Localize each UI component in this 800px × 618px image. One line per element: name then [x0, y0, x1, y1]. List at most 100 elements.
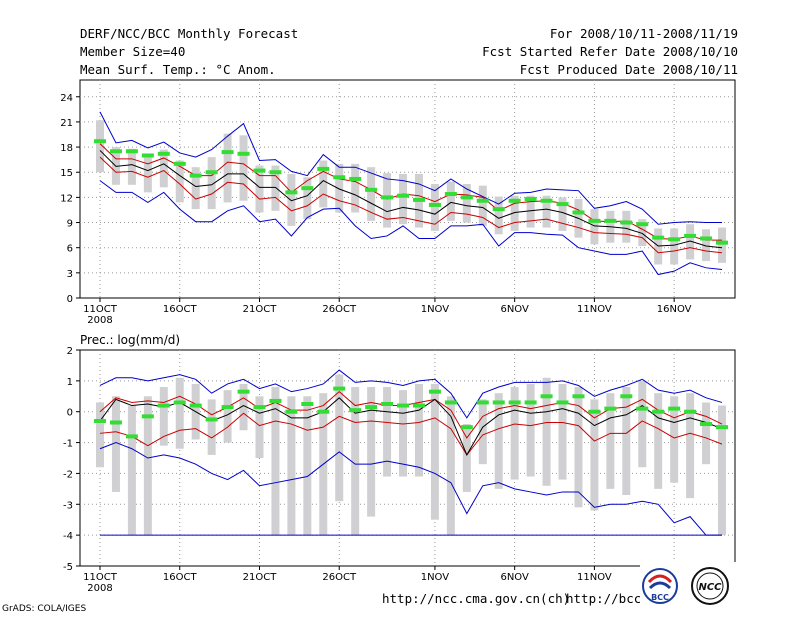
observed-mark — [269, 398, 282, 403]
spread-box — [351, 163, 360, 213]
observed-mark — [620, 220, 633, 225]
spread-box — [430, 183, 439, 231]
spread-box — [558, 197, 567, 231]
spread-box — [670, 396, 679, 483]
spread-box — [383, 173, 392, 228]
forecast-start-date: Fcst Started Refer Date 2008/10/10 — [482, 44, 738, 59]
upper-line — [99, 143, 722, 241]
spread-box — [399, 173, 408, 225]
bcc-url[interactable]: http://bcc.c — [566, 591, 657, 606]
observed-mark — [285, 409, 298, 414]
observed-mark — [460, 425, 473, 430]
spread-box — [622, 210, 631, 243]
observed-mark — [444, 192, 457, 197]
year-label: 2008 — [87, 583, 112, 594]
precip-title: Prec.: log(mm/d) — [80, 333, 180, 347]
observed-mark — [684, 409, 697, 414]
spread-box — [414, 383, 423, 477]
spread-box — [574, 387, 583, 508]
spread-box — [319, 160, 328, 208]
y-tick-label: -3 — [63, 500, 73, 511]
y-tick-label: 21 — [60, 118, 73, 129]
observed-mark — [349, 408, 362, 413]
observed-mark — [109, 149, 122, 154]
observed-mark — [317, 409, 330, 414]
spread-box — [223, 390, 232, 443]
observed-mark — [716, 425, 728, 430]
spread-box — [478, 399, 487, 465]
observed-mark — [636, 222, 649, 227]
x-tick-label: 16NOV — [657, 304, 692, 315]
y-tick-label: 24 — [60, 93, 73, 104]
observed-mark — [476, 198, 489, 203]
x-tick-label: 26OCT — [322, 304, 357, 315]
y-tick-label: 1 — [67, 377, 73, 388]
observed-mark — [684, 233, 697, 238]
spread-box — [494, 393, 503, 489]
observed-mark — [652, 235, 665, 240]
ncc-url[interactable]: http://ncc.cma.gov.cn(ch) — [382, 591, 571, 606]
observed-mark — [157, 403, 170, 408]
observed-mark — [588, 218, 601, 223]
spread-box — [686, 224, 695, 260]
observed-mark — [412, 403, 425, 408]
spread-box — [718, 405, 726, 536]
observed-mark — [508, 400, 521, 405]
spread-box — [590, 399, 599, 511]
observed-mark — [636, 406, 649, 411]
spread-box — [287, 396, 296, 536]
ensemble-mean-line — [99, 150, 723, 249]
plot-frame — [79, 349, 736, 567]
observed-mark — [700, 422, 713, 427]
observed-mark — [237, 151, 250, 156]
spread-box — [96, 120, 104, 173]
variable-label: Mean Surf. Temp.: °C Anom. — [80, 62, 276, 77]
max-line — [99, 369, 723, 419]
x-tick-label: 26OCT — [322, 572, 357, 583]
spread-box — [367, 387, 376, 517]
spread-box — [175, 377, 184, 449]
spread-box — [303, 396, 312, 536]
observed-mark — [317, 166, 330, 171]
spread-box — [159, 387, 168, 446]
spread-box — [351, 387, 360, 536]
upper-line — [99, 390, 723, 439]
y-tick-label: -5 — [63, 562, 73, 573]
observed-mark — [253, 405, 266, 410]
observed-mark — [716, 240, 728, 245]
spread-box — [718, 227, 726, 263]
observed-mark — [365, 187, 378, 192]
spread-box — [239, 383, 248, 431]
observed-mark — [492, 400, 505, 405]
observed-mark — [205, 170, 218, 175]
spread-box — [271, 387, 280, 536]
spread-box — [335, 163, 344, 213]
y-tick-label: 12 — [60, 193, 73, 204]
observed-mark — [157, 151, 170, 156]
spread-box — [654, 393, 663, 489]
spread-box — [510, 195, 519, 231]
spread-box — [494, 196, 503, 235]
spread-box — [399, 390, 408, 477]
ncc-logo-text: NCC — [698, 582, 722, 593]
observed-mark — [604, 406, 617, 411]
spread-box — [462, 424, 471, 492]
lower-line — [99, 156, 723, 254]
x-tick-label: 16OCT — [163, 572, 198, 583]
observed-mark — [508, 198, 521, 203]
x-tick-label: 11NOV — [577, 572, 612, 583]
temperature-chart: 0 3 6 9 12 15 18 21 24 11OCT 16OCT 21OCT 26OCT 1NOV 6N… — [60, 79, 736, 326]
spread-box — [255, 396, 264, 458]
spread-box — [526, 383, 535, 477]
observed-mark — [301, 186, 314, 191]
y-tick-label: -4 — [63, 531, 73, 542]
spread-box — [622, 387, 631, 496]
min-line — [99, 442, 722, 536]
observed-mark — [237, 389, 250, 394]
y-tick-label: 0 — [67, 294, 73, 305]
spread-box — [367, 167, 376, 221]
observed-mark — [556, 202, 569, 207]
spread-box — [191, 167, 200, 210]
observed-mark — [189, 173, 202, 178]
observed-mark — [109, 420, 122, 425]
